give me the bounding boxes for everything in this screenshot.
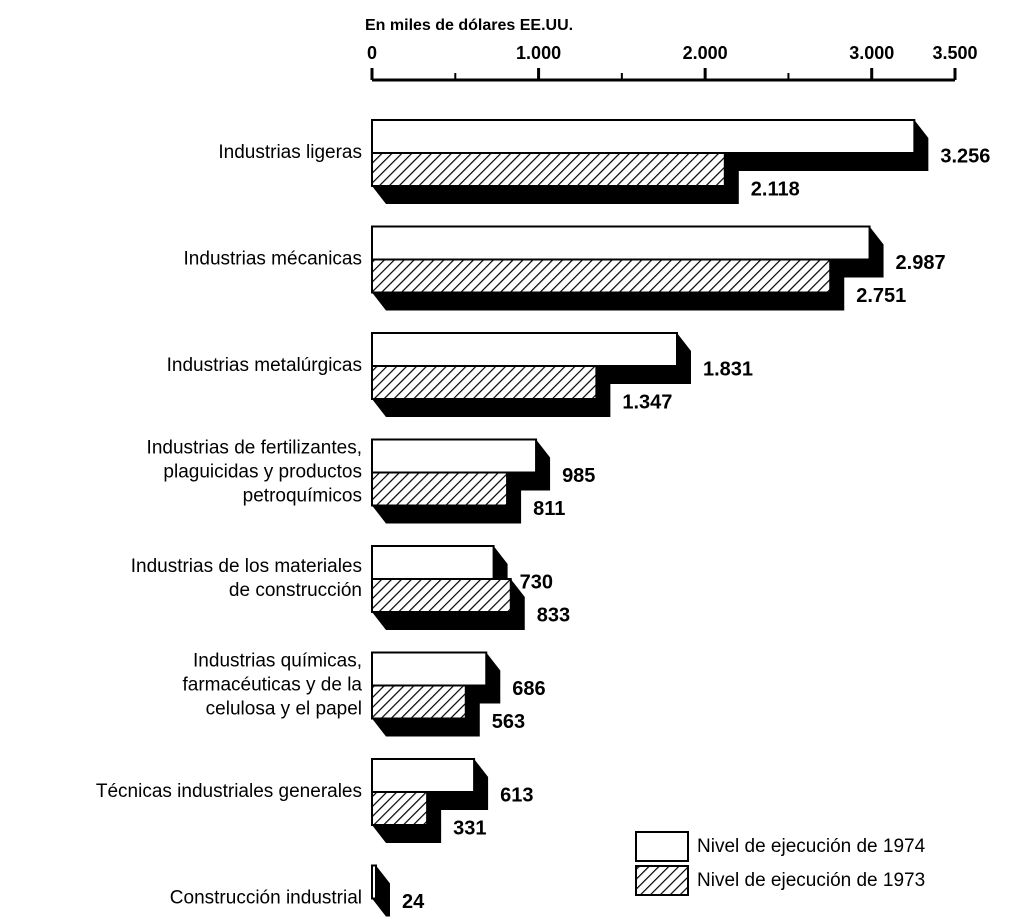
- bar: [371, 545, 495, 580]
- legend-swatch: [635, 831, 689, 862]
- category-label: celulosa y el papel: [206, 699, 362, 720]
- value-label: 1.831: [703, 358, 753, 380]
- value-label: 563: [492, 711, 525, 733]
- legend-label: Nivel de ejecución de 1974: [697, 836, 926, 857]
- axis-title: En miles de dólares EE.UU.: [365, 17, 573, 34]
- x-tick-label: 3.500: [932, 43, 977, 63]
- x-tick-label: 2.000: [683, 43, 728, 63]
- bar: [371, 438, 538, 474]
- value-label: 24: [402, 891, 425, 913]
- bar: [371, 864, 377, 900]
- bar: [371, 758, 476, 793]
- bar: [371, 119, 916, 154]
- category-label: Industrias metalúrgicas: [167, 355, 362, 376]
- category-label: de construcción: [229, 580, 362, 601]
- value-label: 686: [512, 678, 545, 700]
- bar: [371, 578, 512, 613]
- bar: [371, 471, 509, 507]
- legend-swatch: [635, 865, 689, 896]
- bar: [371, 791, 429, 826]
- value-label: 811: [533, 498, 565, 520]
- value-label: 2.987: [896, 252, 946, 274]
- bar: [371, 651, 488, 687]
- bar: [371, 332, 678, 367]
- bar: [371, 365, 598, 400]
- x-tick-label: 0: [367, 43, 377, 63]
- value-label: 2.751: [856, 285, 906, 307]
- value-label: 3.256: [940, 145, 990, 167]
- category-label: farmacéuticas y de la: [182, 675, 362, 696]
- category-label: petroquímicos: [243, 486, 362, 507]
- legend-label: Nivel de ejecución de 1973: [697, 870, 925, 891]
- category-label: Industrias químicas,: [193, 651, 362, 672]
- value-label: 331: [453, 817, 486, 839]
- category-label: plaguicidas y productos: [163, 462, 362, 483]
- value-label: 2.118: [751, 178, 800, 200]
- value-label: 613: [500, 784, 533, 806]
- value-label: 833: [537, 604, 570, 626]
- bar: [371, 684, 467, 720]
- bar: [371, 225, 871, 261]
- category-label: Industrias de fertilizantes,: [147, 438, 362, 459]
- bar: [371, 152, 726, 187]
- category-label: Industrias de los materiales: [131, 556, 362, 577]
- category-label: Técnicas industriales generales: [96, 781, 362, 802]
- category-label: Industrias ligeras: [218, 142, 362, 163]
- x-tick-label: 1.000: [516, 43, 561, 63]
- value-label: 730: [520, 571, 553, 593]
- category-label: Construcción industrial: [170, 888, 362, 909]
- x-tick-label: 3.000: [849, 43, 894, 63]
- category-label: Industrias mécanicas: [184, 249, 362, 270]
- value-label: 1.347: [622, 391, 672, 413]
- value-label: 985: [562, 465, 595, 487]
- bar: [371, 258, 832, 294]
